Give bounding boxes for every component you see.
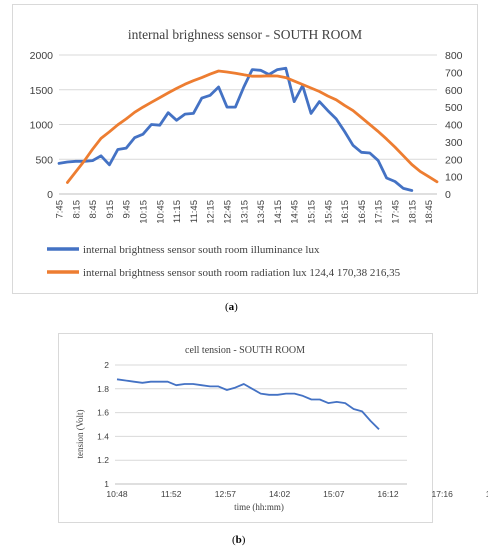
y-left-tick-label: 500 xyxy=(35,154,53,166)
caption-b-letter: b xyxy=(235,534,242,546)
x-tick-label: 13:45 xyxy=(256,200,267,224)
x-tick-label: 16:45 xyxy=(357,200,368,224)
y-tick-label: 1.8 xyxy=(97,384,109,394)
chart-b-ylabel: tension (Volt) xyxy=(75,409,85,458)
x-tick-label: 11:45 xyxy=(189,200,200,223)
y-right-tick-label: 500 xyxy=(445,102,463,114)
chart-a-svg: internal brighness sensor - SOUTH ROOM 0… xyxy=(30,27,463,279)
x-tick-label: 14:02 xyxy=(269,489,291,499)
x-tick-label: 16:15 xyxy=(340,200,351,224)
chart-b-svg: cell tension - SOUTH ROOM 1 1.2 1.4 1.6 1.8 2… xyxy=(75,345,488,512)
x-tick-label: 12:15 xyxy=(206,200,217,224)
x-tick-label: 10:15 xyxy=(139,200,150,224)
y-left-tick-label: 1500 xyxy=(30,85,54,97)
legend-label-illuminance: internal brightness sensor south room il… xyxy=(83,244,320,256)
x-tick-label: 9:45 xyxy=(122,200,133,219)
x-tick-label: 13:15 xyxy=(239,200,250,224)
x-tick-label: 11:15 xyxy=(172,200,183,223)
y-tick-label: 1.2 xyxy=(97,455,109,465)
y-left-tick-label: 2000 xyxy=(30,50,54,62)
x-tick-label: 11:52 xyxy=(161,489,182,499)
x-tick-label: 17:15 xyxy=(374,200,385,224)
x-tick-label: 18:21 xyxy=(486,489,488,499)
chart-b-xlabel: time (hh:mm) xyxy=(234,502,284,512)
caption-b: (b) xyxy=(232,534,246,546)
y-tick-label: 2 xyxy=(104,360,109,370)
x-tick-label: 15:45 xyxy=(323,200,334,224)
x-tick-label: 17:16 xyxy=(432,489,454,499)
caption-a-letter: a xyxy=(228,301,235,313)
y-right-tick-label: 600 xyxy=(445,85,463,97)
x-tick-label: 17:45 xyxy=(391,200,402,224)
x-tick-label: 15:07 xyxy=(323,489,345,499)
x-tick-label: 10:45 xyxy=(155,200,166,224)
y-right-tick-label: 100 xyxy=(445,172,463,184)
legend-label-radiation: internal brightness sensor south room ra… xyxy=(83,267,401,279)
series-line-radiation xyxy=(66,69,439,184)
x-tick-label: 8:15 xyxy=(71,200,82,219)
x-tick-label: 16:12 xyxy=(377,489,399,499)
x-tick-label: 14:45 xyxy=(290,200,301,224)
y-right-tick-label: 700 xyxy=(445,67,463,79)
y-right-tick-label: 0 xyxy=(445,189,451,201)
y-tick-label: 1 xyxy=(104,479,109,489)
x-tick-label: 10:48 xyxy=(106,489,128,499)
x-tick-label: 12:57 xyxy=(215,489,237,499)
series-line-illuminance xyxy=(57,66,414,192)
x-tick-label: 9:15 xyxy=(105,200,116,219)
x-tick-label: 12:45 xyxy=(223,200,234,224)
chart-b-panel: cell tension - SOUTH ROOM 1 1.2 1.4 1.6 1.8 2… xyxy=(58,333,488,523)
chart-b-title: cell tension - SOUTH ROOM xyxy=(185,345,305,356)
y-right-tick-label: 400 xyxy=(445,120,463,132)
y-tick-label: 1.4 xyxy=(97,431,109,441)
y-tick-label: 1.6 xyxy=(97,408,109,418)
y-right-tick-label: 300 xyxy=(445,137,463,149)
x-tick-label: 7:45 xyxy=(55,200,66,219)
caption-a: (a) xyxy=(225,301,238,313)
y-right-tick-label: 800 xyxy=(445,50,463,62)
x-tick-label: 14:15 xyxy=(273,200,284,224)
x-tick-label: 8:45 xyxy=(88,200,99,219)
chart-a-title: internal brighness sensor - SOUTH ROOM xyxy=(128,27,362,42)
y-left-tick-label: 0 xyxy=(47,189,53,201)
x-tick-label: 18:15 xyxy=(407,200,418,224)
chart-a-panel: internal brighness sensor - SOUTH ROOM 0… xyxy=(12,4,478,294)
series-line-tension xyxy=(116,378,380,430)
x-tick-label: 15:15 xyxy=(307,200,318,224)
y-right-tick-label: 200 xyxy=(445,154,463,166)
x-tick-label: 18:45 xyxy=(424,200,435,224)
y-left-tick-label: 1000 xyxy=(30,120,54,132)
